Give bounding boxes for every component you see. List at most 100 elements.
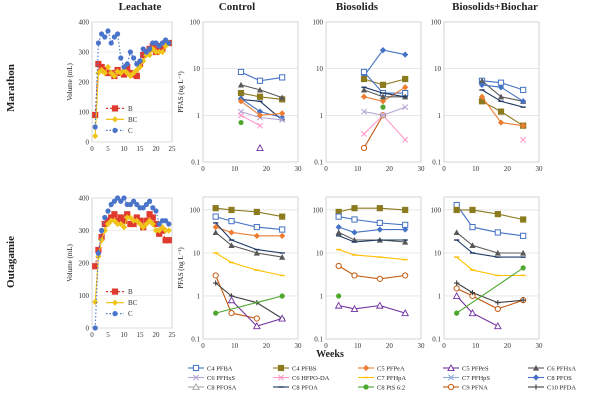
pfas-series-line-c8-pts-6-2 xyxy=(215,295,283,314)
leachate-point-bc xyxy=(140,224,147,231)
leachate-panel-marathon: 0 100 200 300 400 0 5 10 15 20 25 Volume (mL) B BC C xyxy=(66,19,176,154)
pfas-point-c4-pfba xyxy=(228,218,235,225)
pfas-point-c4-pfbs xyxy=(469,206,476,214)
pfas-point-c8-pfos xyxy=(402,226,409,233)
pfas-series-line-c6-hfpo-da xyxy=(240,114,261,127)
pfas-x-tick-label: 0 xyxy=(201,165,205,173)
pfas-x-tick-label: 20 xyxy=(386,165,394,173)
pfas-panel-marathon-control: 0.1 1 10 100 0 10 20 30 PFAS (ng L⁻¹) xyxy=(177,19,302,174)
pfas-point-c5-pfpea xyxy=(212,223,219,231)
leachate-point-c xyxy=(99,227,105,234)
pfas-series-line-c7-pfhpa xyxy=(456,256,524,277)
leachate-point-bc xyxy=(152,48,160,56)
pfas-point-c4-pfbs xyxy=(497,108,505,115)
leachate-panel-outagamie: 0 100 200 300 400 0 5 10 15 20 25 Volume (mL) B BC C xyxy=(66,195,176,340)
pfas-series-line-c6-pfhxa xyxy=(338,231,406,243)
pfas-point-c8-pts-6-2 xyxy=(279,293,285,299)
legend-label-c6-hfpo-da: C6 HFPO-DA xyxy=(292,375,330,382)
pfas-y-tick-label: 10 xyxy=(434,249,442,257)
leachate-point-c xyxy=(163,218,169,224)
leachate-y-tick-label: 200 xyxy=(79,260,90,268)
leachate-legend-marker-bc xyxy=(111,299,119,306)
leachate-point-bc xyxy=(120,66,128,74)
pfas-point-c6-hfpo-da xyxy=(361,130,367,137)
pfas-series-line-c10-pfda xyxy=(215,282,283,319)
pfas-point-c5-pfpea xyxy=(360,93,368,100)
pfas-point-c5-pfpes xyxy=(252,322,261,330)
legend-marker-c6-pfhxa xyxy=(532,364,540,371)
pfas-point-c4-pfbs xyxy=(351,205,358,212)
pfas-point-c9-pfna xyxy=(376,275,383,282)
pfas-point-c4-pfbs xyxy=(228,206,235,214)
pfas-point-c6-hfpo-da xyxy=(238,112,244,119)
pfas-point-c5-pfpes xyxy=(278,314,287,322)
pfas-point-c6-hfpo-da xyxy=(520,136,527,143)
leachate-point-bc xyxy=(92,132,99,140)
pfas-point-c4-pfba xyxy=(351,216,358,223)
pfas-x-tick-label: 10 xyxy=(354,165,362,173)
pfas-x-tick-label: 10 xyxy=(231,165,239,173)
leachate-point-bc xyxy=(108,217,115,224)
pfas-point-c5-pfpes xyxy=(256,143,264,152)
pfas-point-c6-pfhxa xyxy=(469,242,476,248)
leachate-x-tick-label: 20 xyxy=(153,331,161,339)
pfas-y-tick-label: 10 xyxy=(316,249,324,257)
pfas-point-c5-pfpea xyxy=(279,110,286,117)
pfas-x-tick-label: 10 xyxy=(472,342,480,350)
legend-label-c4-pfba: C4 PFBA xyxy=(207,365,233,372)
leachate-legend-marker-b xyxy=(111,105,119,112)
pfas-series-line-c5-pfpes xyxy=(338,304,406,314)
pfas-point-c6-pfhxa xyxy=(253,249,260,256)
pfas-frame xyxy=(202,21,299,163)
leachate-point-bc xyxy=(101,69,108,77)
leachate-y-tick-label: 400 xyxy=(79,195,90,203)
pfas-series-line-c7-pfhpa xyxy=(215,252,283,277)
pfas-x-tick-label: 20 xyxy=(504,165,512,173)
leachate-point-bc xyxy=(108,69,115,77)
pfas-x-tick-label: 30 xyxy=(295,165,303,173)
pfas-point-c4-pfbs xyxy=(453,206,460,214)
pfas-point-c10-pfda xyxy=(495,300,501,306)
leachate-y-tick-label: 0 xyxy=(86,325,90,333)
leachate-point-b xyxy=(133,72,140,80)
pfas-x-tick-label: 10 xyxy=(354,342,362,350)
pfas-point-c8-pfos xyxy=(379,46,387,54)
pfas-point-c5-pfpea xyxy=(379,98,387,105)
pfas-y-tick-label: 1 xyxy=(197,112,201,120)
pfas-point-c8-pfos xyxy=(256,108,264,115)
leachate-x-tick-label: 25 xyxy=(169,145,177,153)
pfas-point-c4-pfbs xyxy=(379,81,387,88)
leachate-point-bc xyxy=(133,66,140,74)
leachate-point-c xyxy=(121,195,127,201)
pfas-point-c4-pfbs xyxy=(360,75,368,83)
leachate-point-bc xyxy=(117,220,124,228)
legend-label-c9-pfna: C9 PFNA xyxy=(462,384,488,391)
pfas-y-tick-label: 1 xyxy=(438,112,442,120)
pfas-point-c5-pfpes xyxy=(401,309,410,317)
legend-marker-c8-pts-6-2 xyxy=(363,384,369,390)
leachate-point-c xyxy=(166,40,172,46)
pfas-point-c5-pfpes xyxy=(452,291,461,300)
leachate-point-c xyxy=(131,198,137,204)
leachate-point-c xyxy=(156,221,162,227)
row-title-marathon: Marathon xyxy=(5,64,17,112)
leachate-point-bc xyxy=(124,214,131,221)
pfas-point-c8-pts-6-2 xyxy=(336,293,342,299)
leachate-point-b xyxy=(165,237,172,244)
leachate-point-c xyxy=(131,55,137,61)
pfas-point-c6-pfhxa xyxy=(228,242,235,248)
legend-marker-c5-pfpes xyxy=(447,363,455,372)
pfas-x-tick-label: 20 xyxy=(263,165,271,173)
leachate-legend-marker-b xyxy=(111,288,119,295)
pfas-point-c4-pfba xyxy=(335,213,342,220)
pfas-x-tick-label: 30 xyxy=(536,165,544,173)
pfas-series-line-c4-pfba xyxy=(456,204,524,237)
pfas-point-c10-pfda xyxy=(213,280,219,286)
leachate-point-bc xyxy=(98,237,105,244)
pfas-x-tick-label: 0 xyxy=(201,342,205,350)
pfas-point-c4-pfba xyxy=(520,86,527,94)
leachate-point-bc xyxy=(165,227,172,234)
leachate-point-b xyxy=(146,211,153,218)
row-title-outagamie: Outagamie xyxy=(5,236,17,288)
pfas-series-line-c8-pts-6-2 xyxy=(456,267,524,314)
